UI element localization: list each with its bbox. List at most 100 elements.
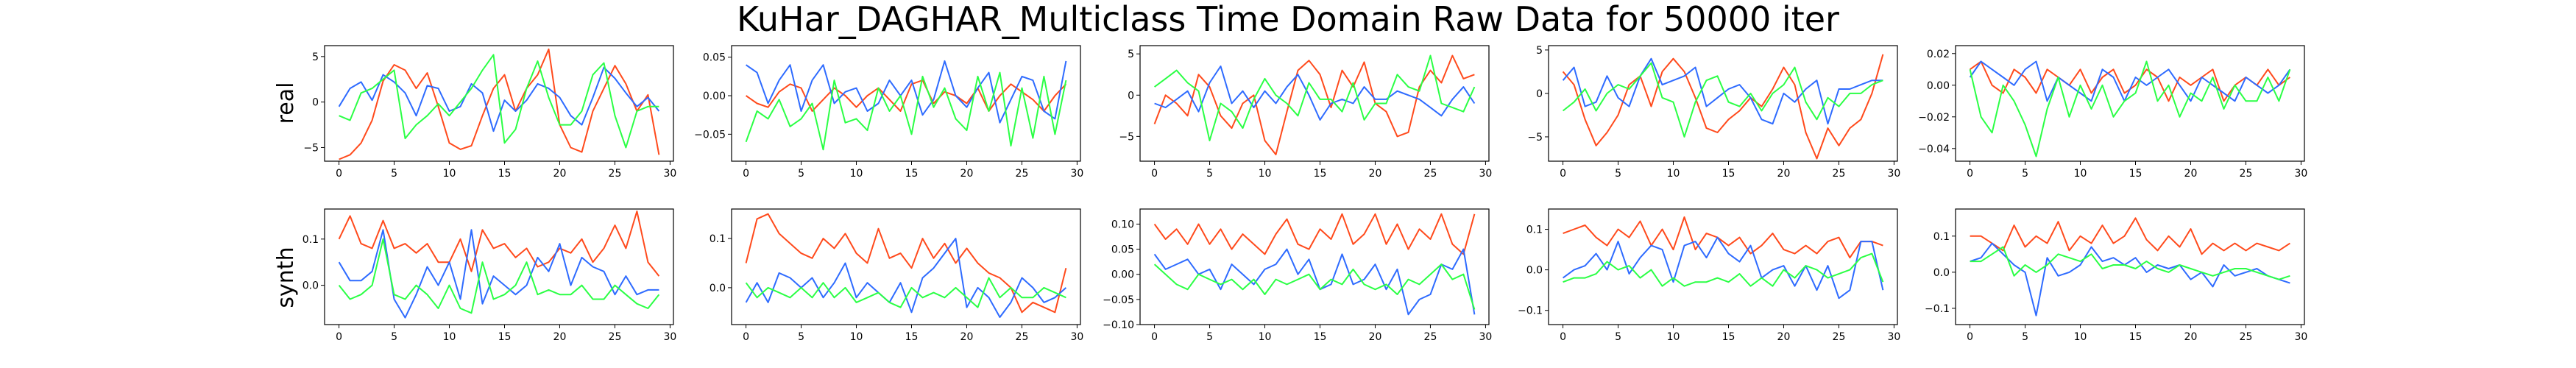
subplot-real-3: 0 5 10 15 20 25 30 −5 0 5 <box>1527 45 1900 180</box>
x-tick-label: 20 <box>1369 331 1382 343</box>
y-tick-label: −0.05 <box>694 129 726 141</box>
subplot-real-4: 0 5 10 15 20 25 30 −0.04 −0.02 0.00 0.02 <box>1918 45 2308 180</box>
x-tick-label: 20 <box>553 331 567 343</box>
y-tick-label: 5 <box>1536 45 1543 57</box>
y-tick-label: 0.0 <box>1933 267 1950 279</box>
subplot-real-2: 0 5 10 15 20 25 30 −5 0 5 <box>1119 45 1492 180</box>
x-tick-label: 5 <box>798 331 804 343</box>
line-series-1 <box>1562 57 1883 125</box>
x-tick-label: 0 <box>1967 168 1973 180</box>
x-tick-label: 20 <box>1777 168 1791 180</box>
y-tick-label: 0.1 <box>1526 224 1543 236</box>
axes-frame <box>324 208 674 325</box>
x-tick-label: 30 <box>2295 331 2308 343</box>
axes-frame <box>1139 208 1490 325</box>
x-tick-label: 10 <box>2074 168 2087 180</box>
x-tick-label: 0 <box>743 331 749 343</box>
y-tick-label: −0.05 <box>1103 294 1134 306</box>
x-tick-label: 20 <box>960 168 974 180</box>
y-tick-label: 0.05 <box>1111 244 1134 256</box>
x-tick-label: 10 <box>1259 331 1272 343</box>
x-tick-label: 5 <box>1206 331 1213 343</box>
x-tick-label: 30 <box>2295 168 2308 180</box>
x-tick-label: 5 <box>1615 331 1621 343</box>
y-tick-label: −0.10 <box>1103 319 1134 331</box>
y-tick-label: −0.02 <box>1918 112 1950 124</box>
line-series-0 <box>746 79 1067 112</box>
x-tick-label: 10 <box>1667 331 1680 343</box>
x-tick-label: 10 <box>443 331 456 343</box>
x-tick-label: 0 <box>1560 168 1566 180</box>
x-tick-label: 10 <box>443 168 456 180</box>
x-tick-label: 30 <box>664 331 677 343</box>
x-tick-label: 0 <box>743 168 749 180</box>
line-series-2 <box>339 54 659 149</box>
x-tick-label: 25 <box>1424 331 1437 343</box>
y-tick-label: 0 <box>312 97 319 109</box>
line-series-0 <box>338 210 660 277</box>
subplot-synth-1: 0 5 10 15 20 25 30 0.0 0.1 <box>710 208 1084 343</box>
x-tick-label: 20 <box>1777 331 1791 343</box>
x-tick-label: 5 <box>391 331 397 343</box>
row-label-real: real <box>273 82 299 124</box>
x-tick-label: 15 <box>1722 331 1735 343</box>
x-tick-label: 25 <box>1833 331 1846 343</box>
axes-frame <box>324 45 674 162</box>
x-tick-label: 30 <box>1479 331 1493 343</box>
line-series-2 <box>338 238 660 314</box>
line-series-1 <box>1154 66 1476 121</box>
x-tick-label: 25 <box>1016 331 1029 343</box>
x-tick-label: 0 <box>336 168 342 180</box>
line-series-1 <box>1969 60 2291 102</box>
axes-frame <box>1548 208 1898 325</box>
y-tick-label: −0.1 <box>1925 303 1950 315</box>
x-tick-label: 30 <box>1888 331 1901 343</box>
x-tick-label: 25 <box>1833 168 1846 180</box>
axes-frame <box>1955 45 2305 162</box>
row-label-synth: synth <box>273 247 299 308</box>
x-tick-label: 0 <box>1560 331 1566 343</box>
line-series-0 <box>745 213 1067 314</box>
x-tick-label: 25 <box>609 331 622 343</box>
x-tick-label: 25 <box>609 168 622 180</box>
x-tick-label: 10 <box>850 168 863 180</box>
y-tick-label: 0.00 <box>703 91 726 102</box>
line-series-0 <box>339 48 660 160</box>
y-tick-label: 0.0 <box>710 283 726 294</box>
line-series-2 <box>1563 252 1884 287</box>
line-series-2 <box>1562 62 1883 138</box>
x-tick-label: 5 <box>2022 331 2028 343</box>
figure-title: KuHar_DAGHAR_Multiclass Time Domain Raw … <box>737 0 1839 39</box>
line-series-0 <box>1562 54 1884 160</box>
x-tick-label: 5 <box>1206 168 1213 180</box>
x-tick-label: 0 <box>336 331 342 343</box>
y-tick-label: 0 <box>1536 88 1543 100</box>
x-tick-label: 20 <box>960 331 974 343</box>
x-tick-label: 15 <box>1722 168 1735 180</box>
y-tick-label: 0.1 <box>710 233 726 245</box>
x-tick-label: 15 <box>498 168 512 180</box>
x-tick-label: 25 <box>1424 168 1437 180</box>
x-tick-label: 15 <box>2129 168 2142 180</box>
x-tick-label: 20 <box>1369 168 1382 180</box>
line-series-0 <box>1153 213 1476 255</box>
y-tick-label: 0 <box>1128 90 1134 102</box>
y-tick-label: 0.00 <box>1111 269 1134 281</box>
subplot-synth-3: 0 5 10 15 20 25 30 −0.1 0.0 0.1 <box>1518 208 1901 343</box>
line-series-1 <box>338 229 659 319</box>
x-tick-label: 20 <box>2184 168 2198 180</box>
y-tick-label: −5 <box>1119 131 1134 143</box>
x-tick-label: 10 <box>1667 168 1680 180</box>
line-series-2 <box>1969 60 2291 158</box>
line-series-0 <box>1563 216 1883 259</box>
y-tick-label: 0.1 <box>302 234 319 246</box>
axes-frame <box>1548 45 1898 162</box>
x-tick-label: 10 <box>1259 168 1272 180</box>
line-series-2 <box>1970 246 2290 280</box>
x-tick-label: 30 <box>1071 331 1084 343</box>
x-tick-label: 0 <box>1967 331 1973 343</box>
y-tick-label: −0.1 <box>1518 305 1543 317</box>
line-series-1 <box>1563 236 1884 300</box>
x-tick-label: 5 <box>1615 168 1621 180</box>
